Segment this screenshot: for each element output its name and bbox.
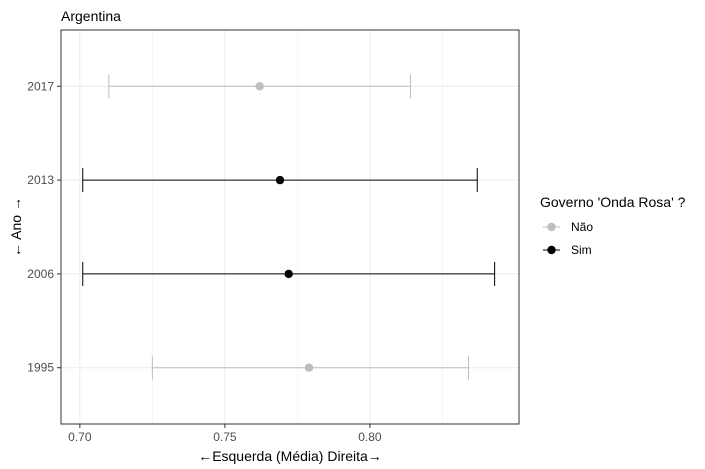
mean-point-1995	[304, 363, 314, 372]
x-axis-label: ←Esquerda (Média) Direita→	[198, 448, 382, 464]
y-tick-label: 2006	[27, 267, 54, 281]
x-tick-label: 0.80	[358, 430, 382, 444]
legend-key-point	[547, 222, 556, 232]
y-axis-label: ← Ano →	[8, 197, 24, 257]
series	[82, 74, 496, 380]
legend-key-point	[547, 245, 556, 255]
x-axis: 0.70 0.75 0.80	[68, 424, 382, 444]
errorbar-2013	[82, 168, 478, 193]
legend-item: Sim	[543, 243, 592, 257]
plot-border	[60, 29, 520, 425]
y-tick-label: 2017	[27, 79, 54, 93]
errorbar-2006	[82, 261, 496, 286]
legend-title: Governo 'Onda Rosa' ?	[540, 194, 686, 210]
legend-item: Não	[543, 220, 593, 234]
legend-label: Sim	[571, 243, 592, 257]
chart-title: Argentina	[61, 8, 121, 24]
errorbar-2017	[108, 74, 412, 99]
y-axis: 1995 2006 2013 2017	[27, 79, 61, 375]
mean-point-2017	[255, 82, 264, 91]
errorbar-1995	[151, 355, 470, 380]
mean-point-2013	[275, 175, 285, 185]
x-tick-label: 0.75	[213, 430, 237, 444]
y-tick-label: 2013	[27, 173, 54, 187]
legend: Governo 'Onda Rosa' ? Não Sim	[540, 194, 686, 257]
legend-label: Não	[571, 220, 593, 234]
y-tick-label: 1995	[27, 361, 54, 375]
plot-panel	[61, 30, 519, 424]
x-tick-label: 0.70	[68, 430, 92, 444]
mean-point-2006	[284, 269, 293, 279]
